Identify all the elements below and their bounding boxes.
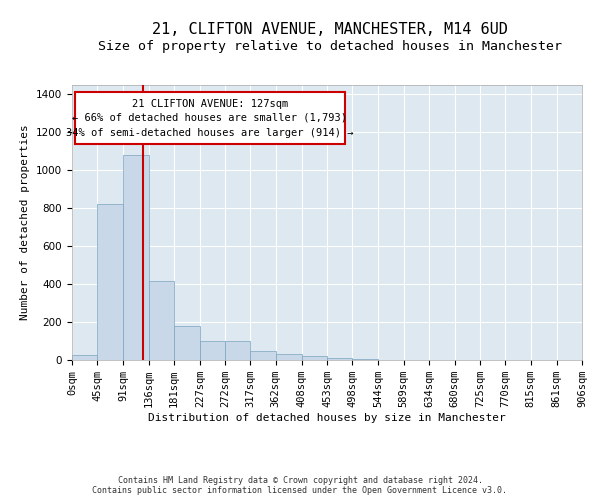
- Bar: [276, 354, 302, 360]
- Text: 34% of semi-detached houses are larger (914) →: 34% of semi-detached houses are larger (…: [66, 128, 353, 138]
- Text: 21 CLIFTON AVENUE: 127sqm: 21 CLIFTON AVENUE: 127sqm: [131, 99, 288, 109]
- Bar: [352, 359, 378, 360]
- Bar: [302, 356, 327, 360]
- Bar: [149, 282, 174, 360]
- Text: Size of property relative to detached houses in Manchester: Size of property relative to detached ho…: [98, 40, 562, 53]
- Bar: [200, 341, 225, 360]
- Y-axis label: Number of detached properties: Number of detached properties: [20, 124, 31, 320]
- Bar: [225, 341, 250, 360]
- Bar: [72, 356, 97, 360]
- Bar: [327, 358, 352, 360]
- Text: 21, CLIFTON AVENUE, MANCHESTER, M14 6UD: 21, CLIFTON AVENUE, MANCHESTER, M14 6UD: [152, 22, 508, 38]
- Bar: [97, 204, 123, 360]
- Text: Contains HM Land Registry data © Crown copyright and database right 2024.
Contai: Contains HM Land Registry data © Crown c…: [92, 476, 508, 495]
- FancyBboxPatch shape: [74, 92, 345, 144]
- X-axis label: Distribution of detached houses by size in Manchester: Distribution of detached houses by size …: [148, 413, 506, 423]
- Bar: [250, 350, 276, 360]
- Bar: [123, 155, 149, 360]
- Text: ← 66% of detached houses are smaller (1,793): ← 66% of detached houses are smaller (1,…: [72, 112, 347, 122]
- Bar: [174, 326, 200, 360]
